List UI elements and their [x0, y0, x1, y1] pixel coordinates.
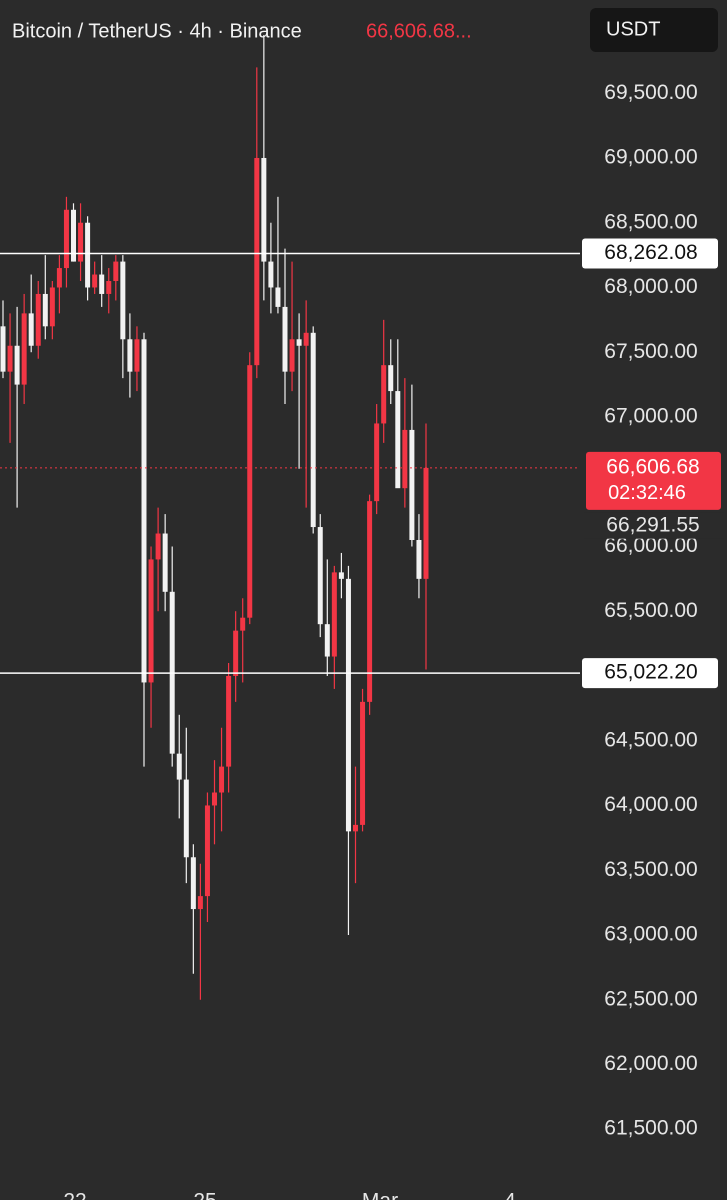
- candle-body: [423, 467, 429, 579]
- candle-body: [155, 533, 161, 560]
- candle-body: [0, 326, 6, 372]
- candle-body: [190, 857, 196, 910]
- candle-body: [275, 287, 281, 307]
- x-tick-label: 25: [193, 1190, 216, 1200]
- candle-body: [106, 281, 112, 294]
- candle-body: [226, 675, 232, 767]
- candle-body: [56, 268, 62, 288]
- y-tick-label: 68,500.00: [604, 210, 697, 233]
- candle-body: [204, 805, 210, 897]
- candle-body: [282, 306, 288, 372]
- candle-body: [134, 339, 140, 372]
- candle-body: [254, 157, 260, 366]
- reference-label: 68,262.08: [604, 241, 697, 264]
- y-tick-label: 63,500.00: [604, 858, 697, 881]
- reference-label: 65,022.20: [604, 661, 697, 684]
- candle-body: [402, 429, 408, 489]
- candle-body: [317, 527, 323, 625]
- price-label: 66,291.55: [606, 513, 699, 536]
- y-tick-label: 67,000.00: [604, 405, 697, 428]
- candle-body: [127, 339, 133, 372]
- y-tick-label: 66,000.00: [604, 534, 697, 557]
- y-tick-label: 64,500.00: [604, 728, 697, 751]
- candle-body: [331, 572, 337, 657]
- candle-body: [197, 896, 203, 910]
- candle-body: [176, 753, 182, 780]
- symbol-title: Bitcoin / TetherUS · 4h · Binance: [12, 20, 302, 42]
- countdown-label: 02:32:46: [608, 482, 686, 504]
- candle-body: [21, 313, 27, 385]
- x-tick-label: 4: [504, 1190, 516, 1200]
- candle-body: [71, 209, 76, 262]
- candle-body: [338, 572, 344, 579]
- candle-body: [162, 533, 168, 592]
- y-tick-label: 69,500.00: [604, 81, 697, 104]
- candle-body: [353, 824, 358, 832]
- reference-label-box: [582, 238, 718, 269]
- candle-body: [345, 578, 351, 832]
- current-price-label: 66,606.68: [606, 455, 699, 478]
- y-tick-label: 62,500.00: [604, 987, 697, 1010]
- candle-body: [212, 792, 217, 806]
- candle-body: [63, 209, 69, 269]
- candle-body: [14, 345, 20, 385]
- y-tick-label: 61,500.00: [604, 1117, 697, 1140]
- candle-body: [409, 429, 415, 540]
- reference-label-box: [582, 658, 718, 689]
- currency-button[interactable]: [590, 8, 718, 52]
- y-tick-label: 63,000.00: [604, 923, 697, 946]
- price-label-box: [584, 512, 724, 539]
- candle-body: [28, 313, 34, 346]
- candle-body: [303, 332, 309, 346]
- candle-body: [141, 339, 147, 683]
- y-tick-label: 62,000.00: [604, 1052, 697, 1075]
- y-tick-label: 69,000.00: [604, 146, 697, 169]
- candle-body: [42, 293, 48, 327]
- candle-body: [233, 630, 239, 676]
- y-tick-label: 65,500.00: [604, 599, 697, 622]
- candle-body: [367, 501, 373, 702]
- candle-body: [289, 339, 295, 372]
- y-tick-label: 67,500.00: [604, 340, 697, 363]
- y-tick-label: 68,000.00: [604, 275, 697, 298]
- candle-body: [183, 779, 189, 858]
- x-tick-label: Mar: [362, 1190, 398, 1200]
- candle-body: [148, 559, 154, 683]
- candle-body: [219, 766, 225, 793]
- candle-body: [49, 287, 55, 327]
- candle-body: [416, 539, 422, 579]
- candle-body: [324, 624, 330, 657]
- x-tick-label: 22: [63, 1190, 86, 1200]
- y-tick-label: 64,000.00: [604, 793, 697, 816]
- candle-body: [7, 345, 13, 372]
- currency-button-label[interactable]: USDT: [606, 18, 660, 40]
- candle-body: [92, 274, 98, 288]
- candle-body: [261, 157, 267, 262]
- candle-body: [360, 701, 366, 825]
- candle-body: [240, 617, 246, 631]
- candle-body: [268, 261, 274, 288]
- candle-body: [85, 222, 91, 288]
- candle-body: [35, 293, 41, 346]
- candle-body: [113, 261, 119, 282]
- candle-body: [381, 365, 387, 424]
- candle-body: [247, 365, 253, 618]
- candle-body: [99, 274, 105, 294]
- candle-body: [374, 423, 380, 502]
- candle-body: [296, 339, 302, 346]
- candle-body: [310, 332, 316, 528]
- candle-body: [395, 391, 401, 489]
- candle-body: [78, 222, 84, 262]
- header-price: 66,606.68...: [366, 20, 472, 42]
- candle-body: [388, 365, 394, 392]
- candle-body: [120, 261, 126, 340]
- current-price-box: [586, 451, 721, 510]
